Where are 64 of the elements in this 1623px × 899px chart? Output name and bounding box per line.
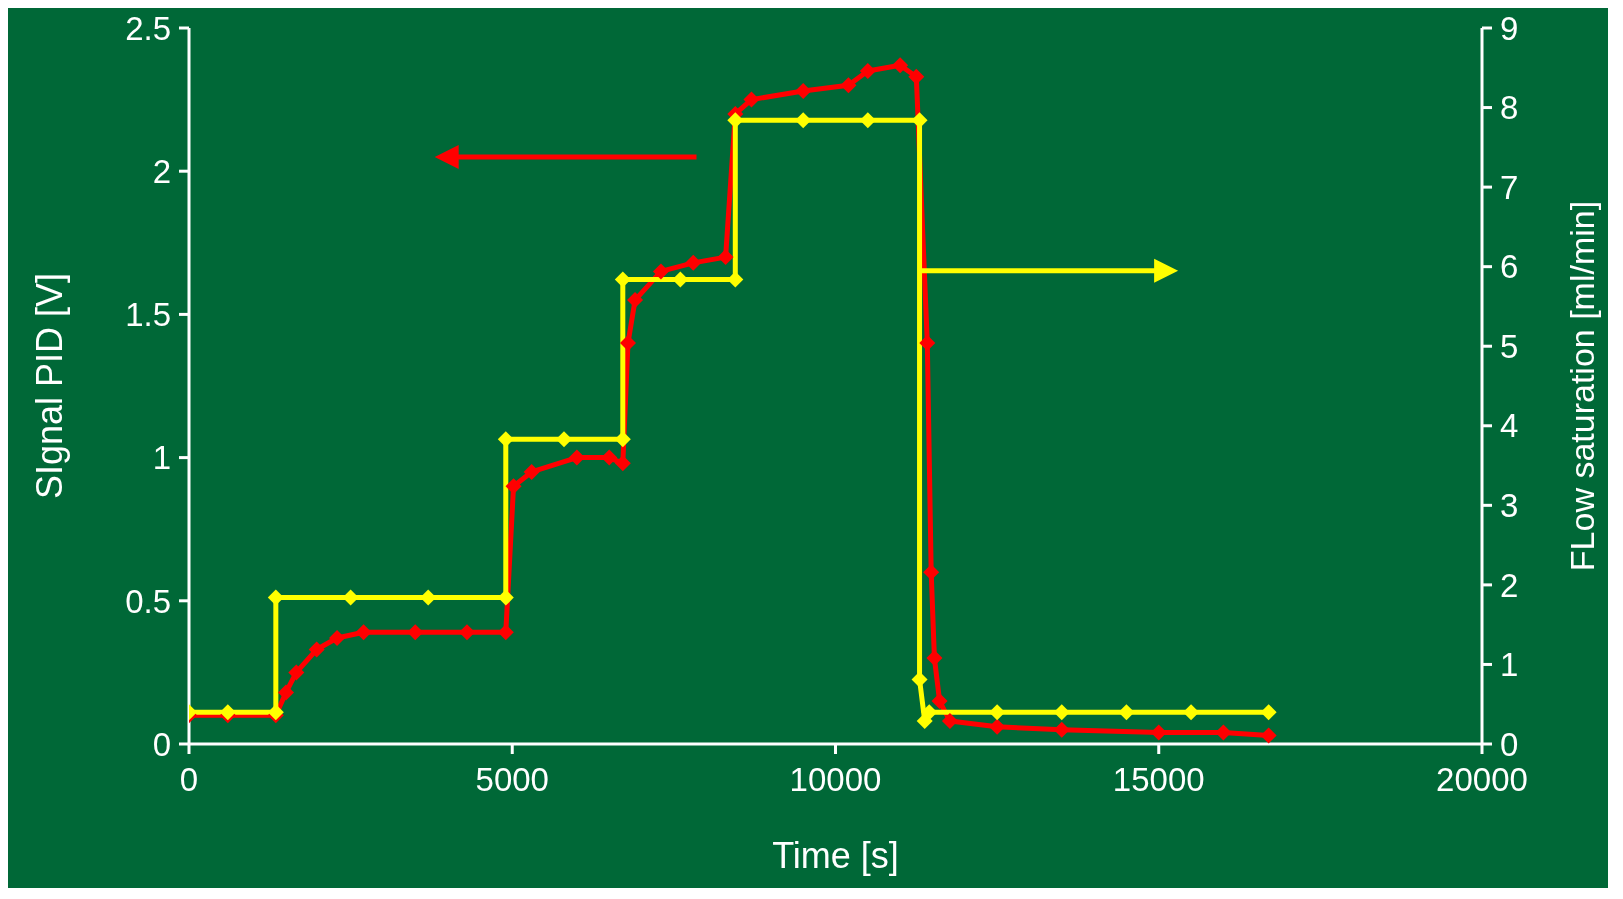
y2-tick-label: 0: [1500, 725, 1519, 763]
y-tick-label: 1: [152, 439, 171, 477]
point: [523, 463, 540, 480]
point: [568, 449, 585, 466]
point: [267, 589, 284, 606]
point: [743, 91, 760, 108]
point: [1150, 724, 1167, 741]
y2-tick-label: 8: [1500, 89, 1519, 127]
point: [277, 684, 294, 701]
y2-axis-title: FLow saturation [ml/min]: [1563, 200, 1602, 572]
point: [308, 641, 325, 658]
point: [859, 112, 876, 129]
point: [908, 68, 925, 85]
y-tick-label: 2.5: [125, 9, 171, 47]
point: [840, 77, 857, 94]
y2-tick-label: 7: [1500, 168, 1519, 206]
x-tick-label: 15000: [1112, 761, 1205, 799]
point: [989, 718, 1006, 735]
x-tick-label: 20000: [1436, 761, 1528, 799]
point: [1118, 704, 1135, 721]
point: [1260, 727, 1277, 744]
x-tick-label: 10000: [789, 761, 882, 799]
x-axis-title: Time [s]: [772, 835, 899, 876]
point: [795, 112, 812, 129]
y2-tick-label: 5: [1500, 327, 1519, 365]
y2-tick-label: 4: [1500, 407, 1519, 445]
point: [926, 650, 943, 667]
point: [859, 62, 876, 79]
point: [497, 624, 514, 641]
point: [627, 292, 644, 309]
point: [288, 664, 305, 681]
y2-tick-label: 9: [1500, 9, 1519, 47]
y-tick-label: 0: [152, 725, 171, 763]
point: [614, 431, 631, 448]
y-tick-label: 2: [152, 152, 171, 190]
point: [407, 624, 424, 641]
point: [717, 249, 734, 266]
y2-tick-label: 2: [1500, 566, 1519, 604]
point: [601, 449, 618, 466]
point: [931, 693, 948, 710]
y-axis-title: SIgnal PID [V]: [28, 272, 70, 500]
y2-tick-label: 6: [1500, 248, 1519, 286]
point: [941, 713, 958, 730]
y2-tick-label: 1: [1500, 646, 1519, 684]
point: [355, 624, 372, 641]
y2-tick-label: 3: [1500, 487, 1519, 525]
point: [1053, 704, 1070, 721]
point: [1260, 704, 1277, 721]
point: [652, 263, 669, 280]
y-tick-label: 1.5: [125, 296, 171, 334]
point: [892, 57, 909, 74]
point: [727, 112, 744, 129]
point: [685, 254, 702, 271]
x-tick-label: 5000: [475, 761, 549, 799]
point: [459, 624, 475, 641]
x-tick-label: 0: [179, 761, 199, 799]
point: [614, 455, 631, 472]
point: [329, 630, 346, 647]
point: [921, 704, 938, 721]
y-tick-label: 0.5: [125, 582, 171, 620]
point: [614, 271, 631, 288]
point: [497, 431, 514, 448]
point: [505, 478, 522, 495]
point: [795, 83, 812, 100]
